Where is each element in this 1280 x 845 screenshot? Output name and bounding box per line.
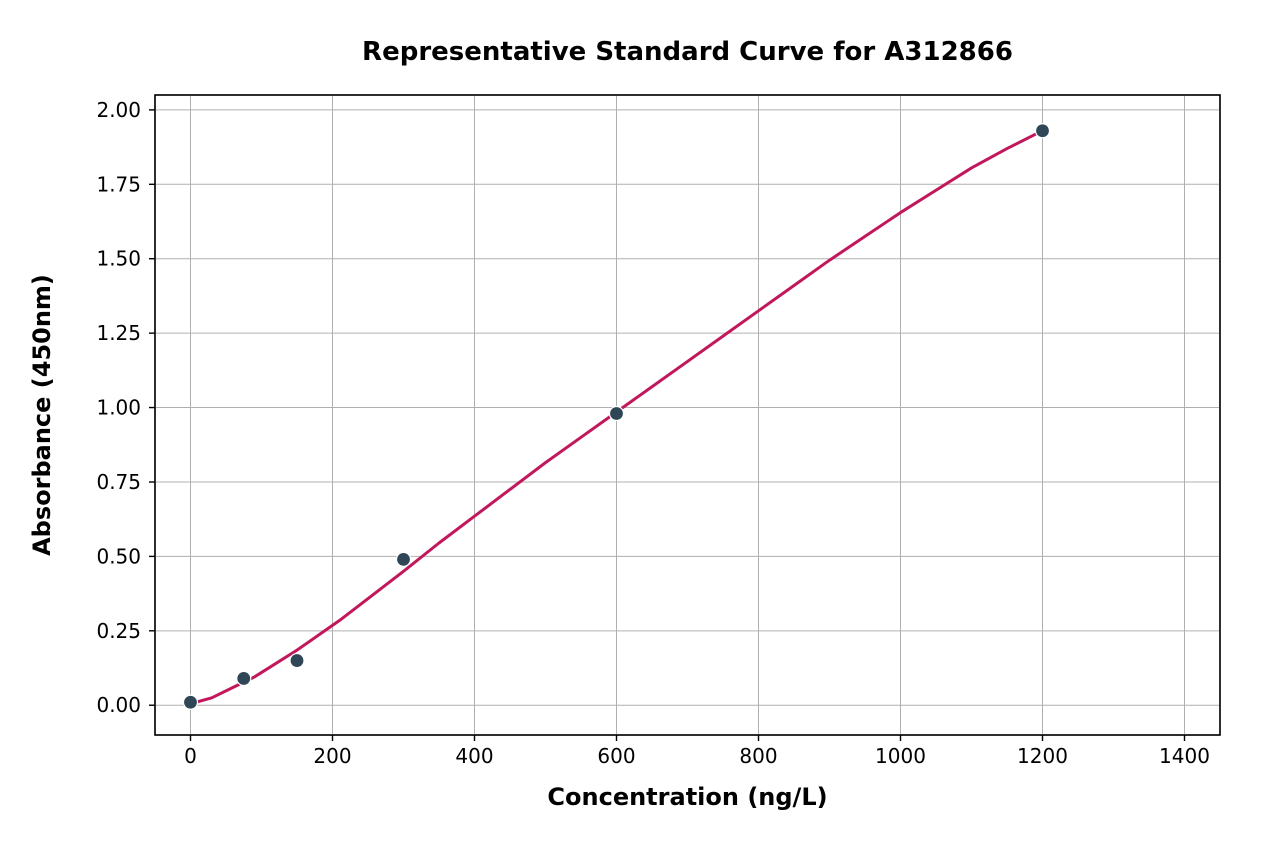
- xtick-label: 0: [184, 744, 197, 768]
- ytick-label: 0.00: [96, 693, 141, 717]
- ytick-label: 1.25: [96, 321, 141, 345]
- data-point: [184, 695, 198, 709]
- ytick-label: 0.25: [96, 619, 141, 643]
- data-point: [290, 654, 304, 668]
- xtick-label: 200: [313, 744, 351, 768]
- xtick-label: 400: [455, 744, 493, 768]
- xtick-label: 600: [597, 744, 635, 768]
- ytick-label: 1.50: [96, 247, 141, 271]
- ytick-label: 2.00: [96, 98, 141, 122]
- standard-curve-chart: 0 200 400 600 800 1000 1200 1400 0.00 0.25 0.50 0.7…: [0, 0, 1280, 845]
- xtick-label: 1400: [1159, 744, 1210, 768]
- ytick-label: 0.75: [96, 470, 141, 494]
- xtick-label: 1200: [1017, 744, 1068, 768]
- xtick-label: 800: [739, 744, 777, 768]
- ytick-label: 1.00: [96, 396, 141, 420]
- data-point: [1036, 124, 1050, 138]
- xtick-label: 1000: [875, 744, 926, 768]
- ytick-label: 0.50: [96, 544, 141, 568]
- y-axis-label: Absorbance (450nm): [28, 274, 56, 556]
- chart-svg: 0 200 400 600 800 1000 1200 1400 0.00 0.25 0.50 0.7…: [0, 0, 1280, 845]
- chart-title: Representative Standard Curve for A31286…: [362, 37, 1013, 67]
- ytick-label: 1.75: [96, 172, 141, 196]
- x-axis-label: Concentration (ng/L): [547, 783, 827, 811]
- data-point: [610, 407, 624, 421]
- data-point: [237, 671, 251, 685]
- data-point: [397, 552, 411, 566]
